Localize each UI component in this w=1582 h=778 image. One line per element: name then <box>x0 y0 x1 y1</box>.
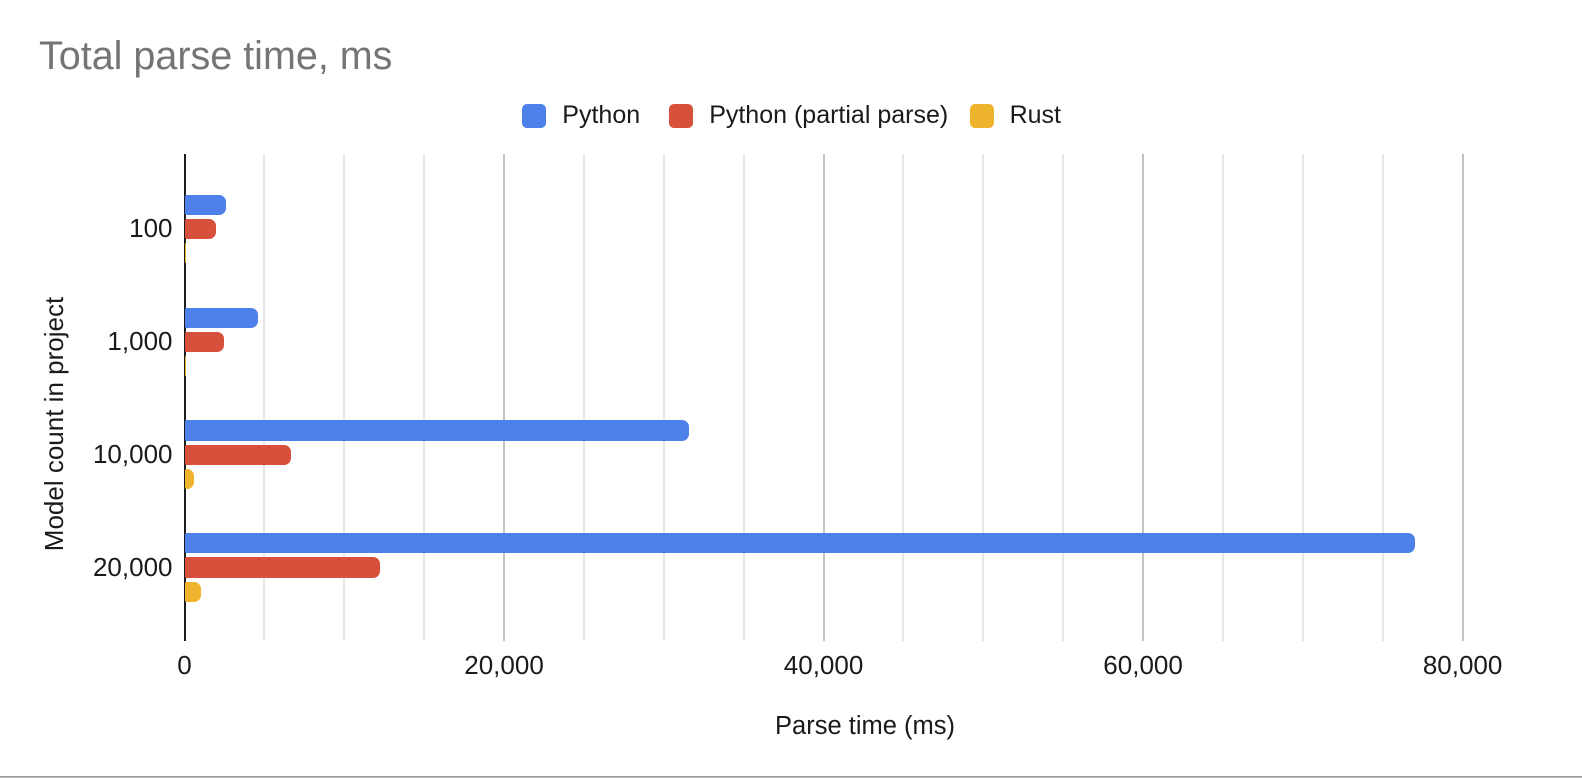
minor-gridline <box>982 154 985 641</box>
x-axis-title: Parse time (ms) <box>775 712 955 740</box>
minor-gridline <box>742 154 745 641</box>
x-tick-label: 40,000 <box>783 650 864 680</box>
minor-gridline <box>1301 154 1304 641</box>
major-gridline <box>1142 154 1145 641</box>
bar-python-partial-parse-1000[interactable] <box>184 331 224 352</box>
bar-rust-10000[interactable] <box>184 468 194 489</box>
minor-gridline <box>1381 154 1384 641</box>
legend-item: Python (partial parse) <box>669 101 948 130</box>
minor-gridline <box>343 154 346 641</box>
legend-swatch-icon <box>522 103 547 128</box>
minor-gridline <box>1221 154 1224 641</box>
y-tick-label: 10,000 <box>92 438 173 469</box>
minor-gridline <box>263 154 266 641</box>
legend-item: Rust <box>969 101 1061 130</box>
bar-python-partial-parse-10000[interactable] <box>184 444 292 465</box>
minor-gridline <box>1062 154 1065 641</box>
window-bottom-edge <box>0 776 1582 778</box>
bar-python-20000[interactable] <box>184 533 1415 554</box>
legend-item: Python <box>522 101 640 130</box>
x-tick-label: 20,000 <box>464 650 544 680</box>
major-gridline <box>822 154 825 641</box>
bar-rust-20000[interactable] <box>184 581 202 602</box>
legend-swatch-icon <box>969 103 994 128</box>
major-gridline <box>503 154 506 641</box>
minor-gridline <box>582 154 585 641</box>
bar-rust-1000[interactable] <box>184 356 187 377</box>
y-tick-label: 20,000 <box>92 551 173 582</box>
minor-gridline <box>902 154 905 641</box>
bar-python-partial-parse-100[interactable] <box>184 219 216 240</box>
legend-label: Python <box>562 101 641 129</box>
bar-python-10000[interactable] <box>184 420 690 441</box>
legend-swatch-icon <box>669 103 694 128</box>
minor-gridline <box>423 154 426 641</box>
x-tick-label: 60,000 <box>1103 650 1183 680</box>
chart-title: Total parse time, ms <box>39 33 393 78</box>
minor-gridline <box>662 154 665 641</box>
legend-label: Python (partial parse) <box>709 101 949 129</box>
y-axis-line <box>183 154 186 641</box>
y-axis-title: Model count in project <box>39 296 69 552</box>
bar-python-1000[interactable] <box>184 307 258 328</box>
x-tick-label: 80,000 <box>1422 650 1503 680</box>
legend-label: Rust <box>1009 101 1061 129</box>
bar-python-partial-parse-20000[interactable] <box>184 557 380 578</box>
major-gridline <box>1461 154 1464 641</box>
y-tick-label: 1,000 <box>107 326 173 357</box>
y-tick-label: 100 <box>129 213 173 244</box>
legend: Python Python (partial parse) Rust <box>0 101 1582 130</box>
x-tick-label: 0 <box>177 650 192 680</box>
bar-rust-100[interactable] <box>184 243 186 264</box>
bar-python-100[interactable] <box>184 194 226 215</box>
